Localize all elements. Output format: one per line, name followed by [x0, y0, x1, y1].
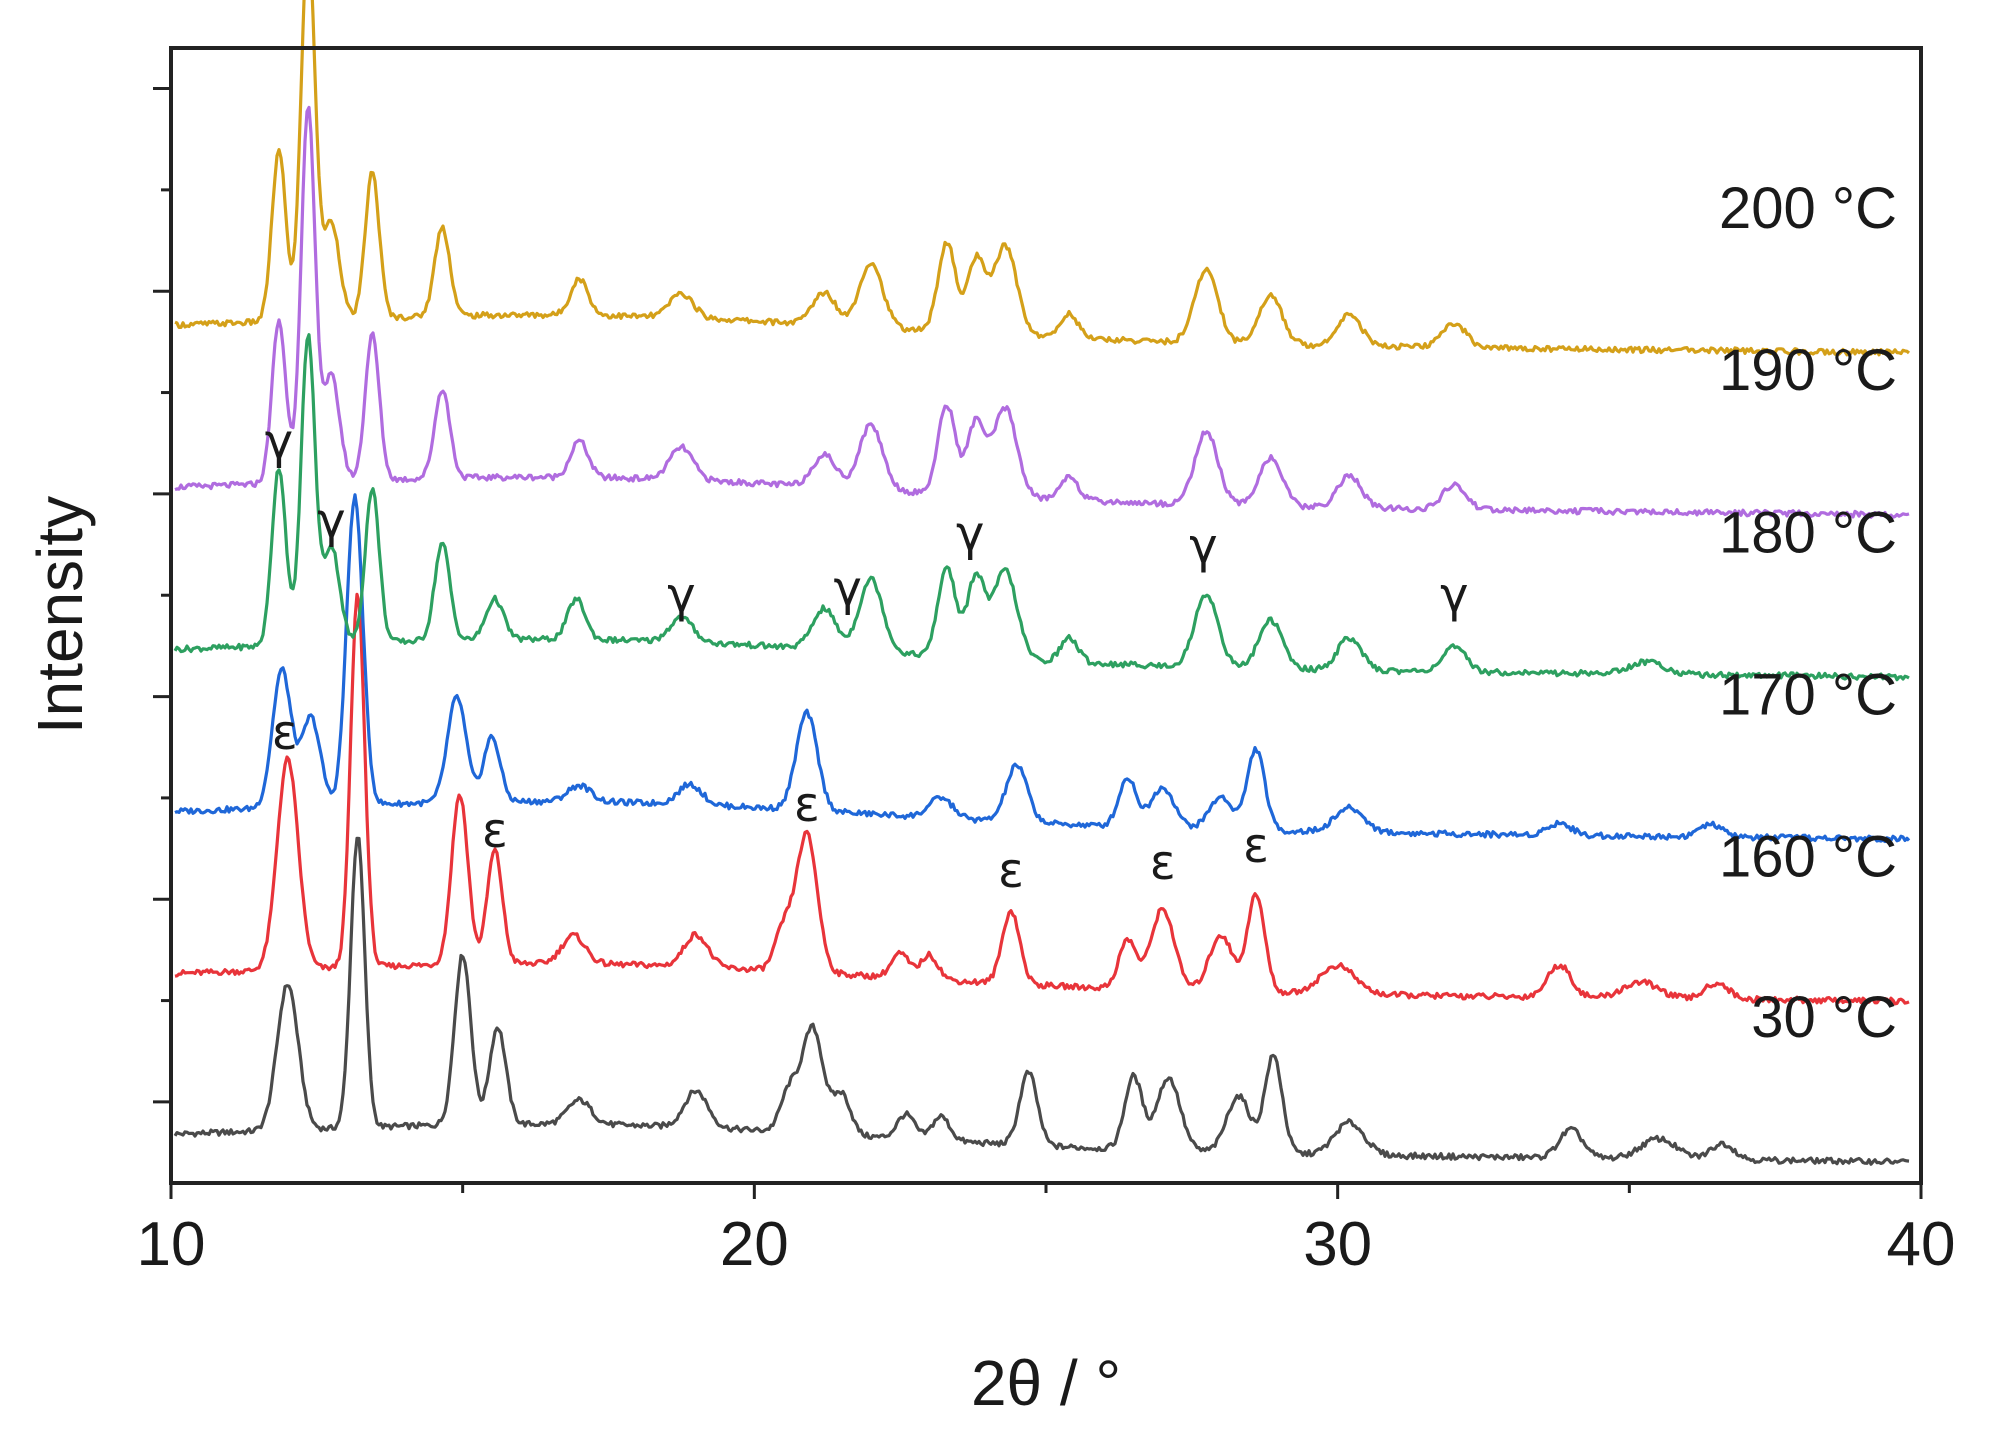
peak-annotation: ε	[482, 803, 508, 859]
y-axis-title: Intensity	[24, 496, 96, 734]
x-tick-label: 20	[720, 1210, 789, 1279]
peak-annotation: γ	[1189, 519, 1217, 575]
series-line-180c	[173, 333, 1910, 682]
x-axis-ticks: 10 20 30 40	[137, 1183, 1956, 1279]
x-tick-label: 30	[1303, 1210, 1372, 1279]
series-label: 170 °C	[1719, 662, 1897, 727]
x-axis-title: 2θ / °	[971, 1347, 1121, 1419]
peak-annotation: ε	[1150, 835, 1176, 891]
series-label: 30 °C	[1751, 985, 1897, 1050]
series-label: 160 °C	[1719, 825, 1897, 890]
peak-annotation: ε	[998, 843, 1024, 899]
peak-annotation: γ	[667, 567, 695, 623]
peak-annotation: ε	[794, 777, 820, 833]
peak-annotation: γ	[956, 506, 984, 562]
series-line-200c	[174, 0, 1911, 357]
x-tick-label: 10	[137, 1210, 206, 1279]
x-tick-label: 40	[1887, 1210, 1956, 1279]
peak-annotation: ε	[1243, 818, 1269, 874]
peak-annotation: γ	[833, 561, 861, 617]
y-axis-ticks	[153, 87, 171, 1104]
series-line-190c	[174, 105, 1910, 519]
peak-annotation: ε	[272, 705, 298, 761]
series-line-160c	[174, 592, 1910, 1006]
series-label: 180 °C	[1719, 500, 1897, 565]
series-traces	[173, 0, 1911, 1166]
series-line-170c	[174, 493, 1911, 844]
peak-annotation: γ	[265, 414, 293, 470]
peak-annotation: γ	[1440, 567, 1468, 623]
peak-annotation: γ	[317, 493, 345, 549]
series-line-30c	[173, 836, 1910, 1166]
series-label: 190 °C	[1719, 338, 1897, 403]
series-label: 200 °C	[1719, 176, 1897, 241]
series-labels: 30 °C 160 °C 170 °C 180 °C 190 °C 200 °C	[1719, 176, 1897, 1050]
